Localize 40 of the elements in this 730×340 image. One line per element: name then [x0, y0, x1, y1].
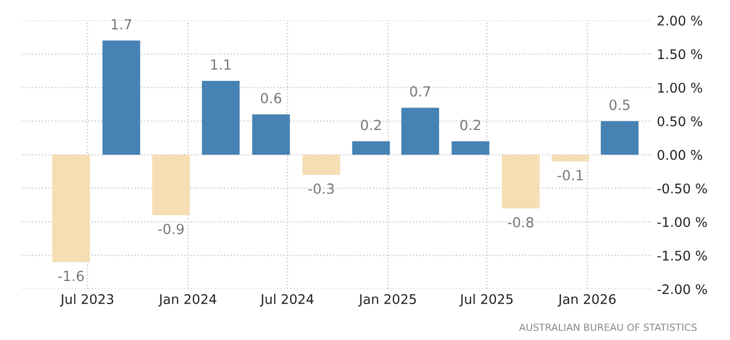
data-label: 0.7: [410, 86, 430, 97]
text: AUSTRALIAN BUREAU OF STATISTICS: [519, 324, 697, 331]
data-label: -0.3: [308, 183, 334, 194]
y-tick-label: 1.00 %: [658, 82, 702, 93]
bar: [52, 154, 90, 262]
data-label: -1.6: [58, 270, 84, 282]
data-label: -0.8: [508, 217, 534, 228]
x-tick-label: Jan 2026: [558, 294, 616, 307]
data-label: 0.5: [610, 100, 630, 110]
x-tick-label: Jul 2023: [60, 294, 114, 307]
x-tick-label: Jan 2024: [158, 294, 216, 307]
bar: [352, 141, 390, 155]
bar: [102, 40, 140, 155]
x-tick-label: Jan 2025: [358, 294, 416, 307]
y-tick-label: -1.50 %: [657, 250, 707, 261]
y-tick-label: -2.00 %: [657, 284, 707, 294]
bar: [202, 80, 240, 155]
y-tick-label: -1.00 %: [657, 217, 707, 228]
bar: [252, 114, 290, 155]
bar: [401, 108, 440, 155]
data-label: -0.1: [558, 170, 583, 180]
data-label: 0.2: [360, 120, 381, 130]
bar: [152, 154, 190, 216]
data-label: 0.2: [460, 120, 480, 130]
data-label: -0.9: [158, 224, 184, 234]
bar: [600, 121, 639, 155]
bar: [502, 154, 540, 208]
y-tick-label: 0.00 %: [658, 150, 702, 160]
y-tick-label: 0.50 %: [658, 116, 702, 126]
data-label: 1.7: [112, 19, 132, 30]
data-label: 1.1: [211, 59, 231, 70]
bar: [552, 154, 590, 162]
y-tick-label: 1.50 %: [658, 49, 702, 60]
y-tick-label: -0.50 %: [657, 183, 707, 194]
x-tick-label: Jul 2024: [260, 294, 314, 307]
x-tick-label: Jul 2025: [459, 294, 513, 307]
y-tick-label: 2.00 %: [658, 16, 702, 26]
bar: [302, 154, 340, 175]
data-label: 0.6: [260, 92, 282, 104]
bar: [452, 141, 490, 155]
